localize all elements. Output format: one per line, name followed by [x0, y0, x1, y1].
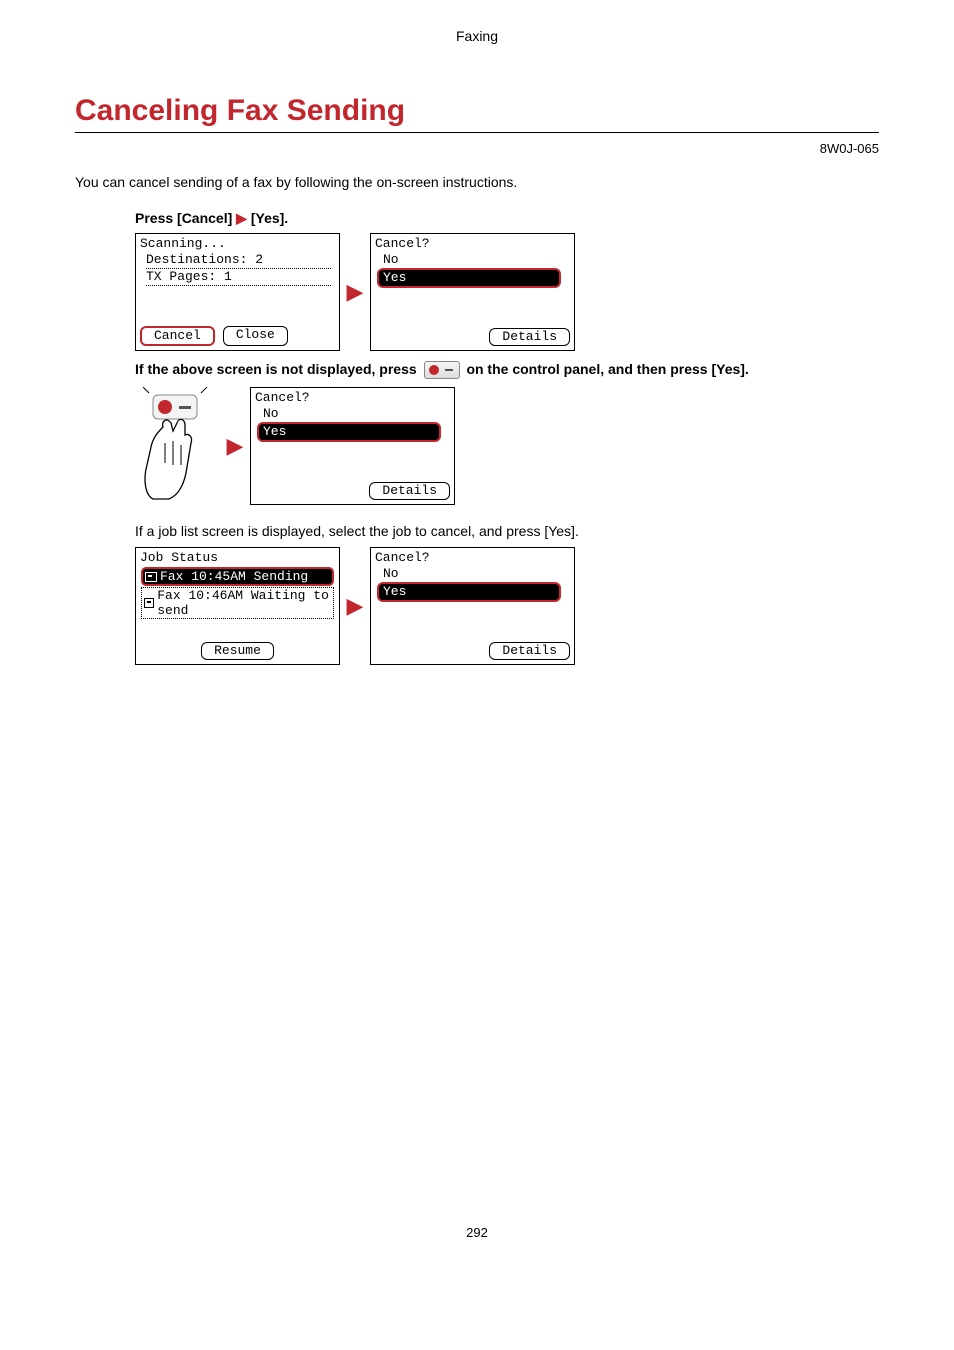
- cancel2-yes-option[interactable]: Yes: [257, 422, 441, 442]
- cancel1-no-option[interactable]: No: [383, 252, 570, 268]
- lcd-cancel1-title: Cancel?: [375, 236, 570, 252]
- arrow-icon: ▶: [340, 593, 370, 619]
- stop-key-icon: [424, 361, 460, 379]
- intro-text: You can cancel sending of a fax by follo…: [75, 174, 879, 190]
- close-button[interactable]: Close: [223, 326, 288, 346]
- lcd-cancel3-title: Cancel?: [375, 550, 570, 566]
- arrow-icon: ▶: [340, 279, 370, 305]
- joblist-note: If a job list screen is displayed, selec…: [135, 523, 879, 539]
- jobstatus-row1-text: Fax 10:45AM Sending: [160, 569, 308, 584]
- doc-code: 8W0J-065: [75, 141, 879, 156]
- hand-press-figure: [135, 387, 220, 505]
- lcd-scanning-line3: TX Pages: 1: [146, 269, 331, 286]
- cancel3-no-option[interactable]: No: [383, 566, 570, 582]
- page-title: Canceling Fax Sending: [75, 94, 879, 128]
- sentence-alt-part1: If the above screen is not displayed, pr…: [135, 361, 417, 377]
- step-label-part2: [Yes].: [251, 210, 288, 226]
- details-button[interactable]: Details: [489, 642, 570, 660]
- cancel-button[interactable]: Cancel: [140, 326, 215, 346]
- fax-icon: [144, 598, 154, 608]
- details-button[interactable]: Details: [369, 482, 450, 500]
- arrow-icon: ▶: [220, 433, 250, 459]
- step-heading: Press [Cancel] ▶ [Yes].: [135, 210, 879, 227]
- cancel3-yes-option[interactable]: Yes: [377, 582, 561, 602]
- lcd-cancel-3: Cancel? No Yes Details: [370, 547, 575, 665]
- jobstatus-row2-text: Fax 10:46AM Waiting to send: [157, 588, 331, 618]
- lcd-cancel-1: Cancel? No Yes Details: [370, 233, 575, 351]
- lcd-cancel-2: Cancel? No Yes Details: [250, 387, 455, 505]
- triangle-icon: ▶: [236, 210, 247, 226]
- jobstatus-row-1[interactable]: Fax 10:45AM Sending: [141, 567, 334, 586]
- title-row: Canceling Fax Sending: [75, 94, 879, 133]
- sentence-alt-part2: on the control panel, and then press [Ye…: [466, 361, 748, 377]
- details-button[interactable]: Details: [489, 328, 570, 346]
- lcd-cancel2-title: Cancel?: [255, 390, 450, 406]
- header-category: Faxing: [75, 28, 879, 44]
- resume-button[interactable]: Resume: [201, 642, 274, 660]
- lcd-scanning: Scanning... Destinations: 2 TX Pages: 1 …: [135, 233, 340, 351]
- jobstatus-title: Job Status: [140, 550, 335, 566]
- lcd-scanning-line1: Scanning...: [140, 236, 335, 252]
- lcd-jobstatus: Job Status Fax 10:45AM Sending Fax 10:46…: [135, 547, 340, 665]
- fax-icon: [145, 572, 157, 582]
- step-label-part1: Press [Cancel]: [135, 210, 232, 226]
- lcd-scanning-line2: Destinations: 2: [146, 252, 331, 269]
- cancel1-yes-option[interactable]: Yes: [377, 268, 561, 288]
- page-number: 292: [75, 1225, 879, 1240]
- sentence-alt: If the above screen is not displayed, pr…: [135, 361, 879, 379]
- jobstatus-row-2[interactable]: Fax 10:46AM Waiting to send: [141, 587, 334, 619]
- cancel2-no-option[interactable]: No: [263, 406, 450, 422]
